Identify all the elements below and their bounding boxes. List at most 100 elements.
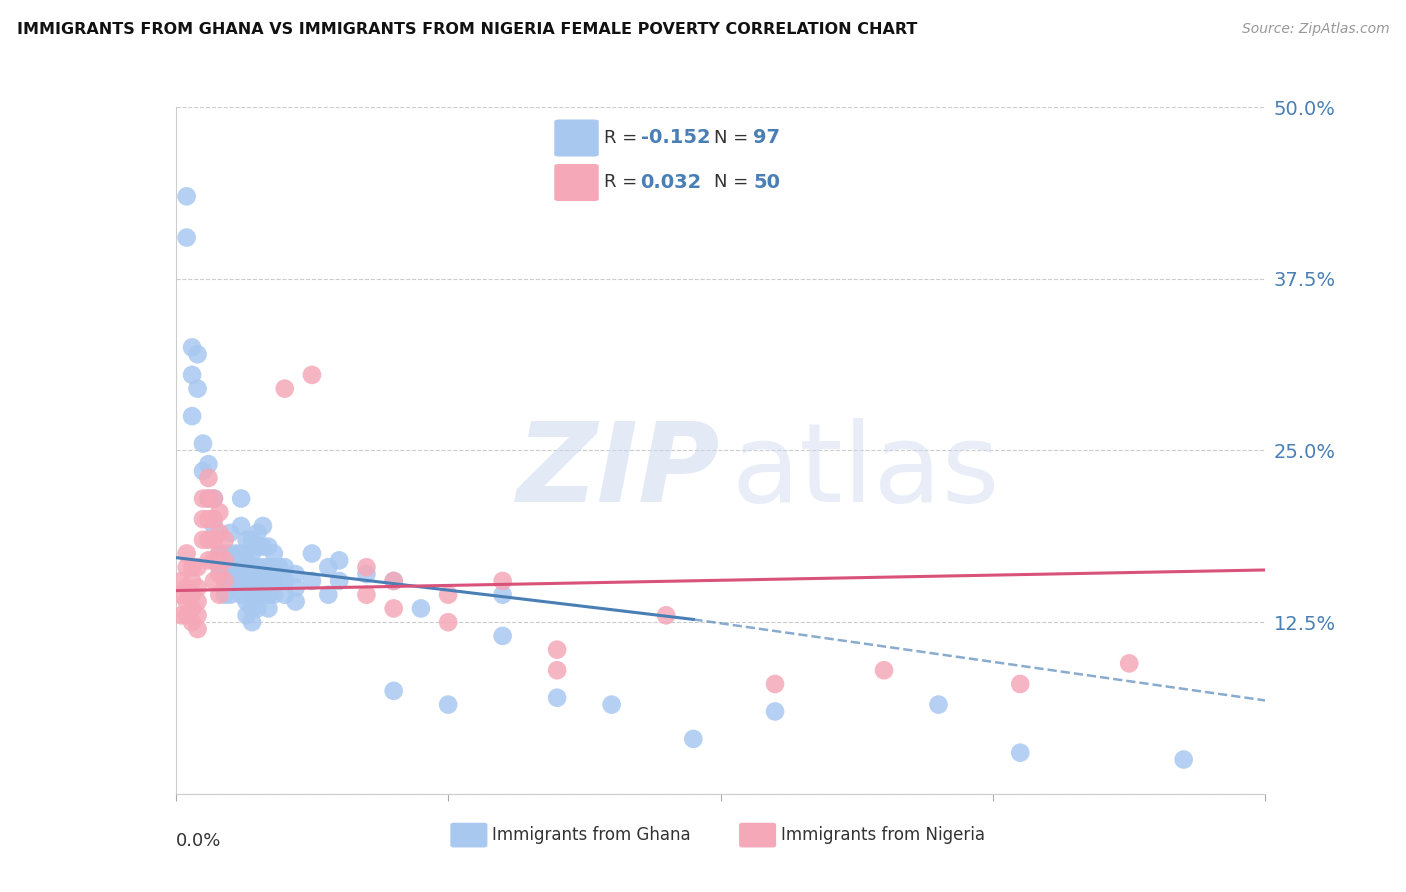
Point — [382, 683, 405, 698]
Point — [257, 574, 280, 588]
Text: IMMIGRANTS FROM GHANA VS IMMIGRANTS FROM NIGERIA FEMALE POVERTY CORRELATION CHAR: IMMIGRANTS FROM GHANA VS IMMIGRANTS FROM… — [17, 22, 917, 37]
Point — [492, 629, 515, 643]
Point — [191, 512, 214, 526]
Point — [257, 560, 280, 574]
Point — [214, 588, 236, 602]
Point — [231, 546, 253, 561]
Point — [763, 677, 786, 691]
Point — [437, 698, 460, 712]
Point — [1118, 657, 1140, 671]
Point — [284, 594, 307, 608]
Point — [240, 533, 263, 547]
Point — [252, 519, 274, 533]
Point — [328, 574, 350, 588]
Point — [181, 615, 204, 630]
Point — [235, 594, 257, 608]
Point — [225, 546, 247, 561]
Point — [263, 546, 285, 561]
Point — [170, 588, 193, 602]
Point — [252, 560, 274, 574]
Point — [240, 588, 263, 602]
Point — [202, 519, 225, 533]
Text: Immigrants from Ghana: Immigrants from Ghana — [492, 826, 690, 844]
Point — [235, 553, 257, 567]
Point — [274, 574, 297, 588]
Point — [208, 546, 231, 561]
Text: Immigrants from Nigeria: Immigrants from Nigeria — [780, 826, 984, 844]
Point — [191, 491, 214, 506]
Point — [191, 533, 214, 547]
Point — [318, 560, 340, 574]
Point — [181, 340, 204, 354]
Point — [546, 642, 568, 657]
Text: atlas: atlas — [731, 417, 1000, 524]
Point — [409, 601, 432, 615]
Point — [181, 560, 204, 574]
Point — [191, 436, 214, 450]
Point — [263, 588, 285, 602]
Point — [269, 574, 291, 588]
Point — [252, 540, 274, 554]
Point — [186, 560, 209, 574]
Point — [231, 560, 253, 574]
Point — [214, 553, 236, 567]
Point — [181, 588, 204, 602]
Point — [356, 588, 378, 602]
Point — [873, 663, 896, 677]
Text: Source: ZipAtlas.com: Source: ZipAtlas.com — [1241, 22, 1389, 37]
Point — [318, 588, 340, 602]
Point — [176, 189, 198, 203]
Point — [274, 560, 297, 574]
Point — [246, 525, 269, 540]
Point — [301, 368, 323, 382]
Point — [246, 560, 269, 574]
Point — [274, 382, 297, 396]
Point — [219, 560, 242, 574]
Point — [208, 588, 231, 602]
Point — [176, 594, 198, 608]
Point — [202, 491, 225, 506]
Point — [208, 567, 231, 582]
Point — [492, 588, 515, 602]
Point — [186, 382, 209, 396]
Point — [1173, 753, 1195, 767]
Point — [219, 525, 242, 540]
Point — [219, 574, 242, 588]
Point — [269, 560, 291, 574]
Point — [246, 588, 269, 602]
Point — [231, 519, 253, 533]
Point — [240, 601, 263, 615]
Point — [225, 574, 247, 588]
Point — [181, 574, 204, 588]
Point — [328, 553, 350, 567]
Point — [1010, 746, 1032, 760]
Point — [170, 574, 193, 588]
Point — [208, 525, 231, 540]
Point — [382, 601, 405, 615]
Point — [219, 588, 242, 602]
Point — [231, 574, 253, 588]
Point — [356, 567, 378, 582]
Point — [176, 546, 198, 561]
Point — [356, 560, 378, 574]
Point — [197, 491, 219, 506]
Point — [181, 368, 204, 382]
Point — [382, 574, 405, 588]
Point — [197, 553, 219, 567]
Point — [240, 560, 263, 574]
Point — [186, 347, 209, 361]
Point — [186, 608, 209, 623]
Point — [202, 491, 225, 506]
Point — [246, 574, 269, 588]
Point — [763, 705, 786, 719]
Point — [197, 491, 219, 506]
Point — [600, 698, 623, 712]
Point — [1010, 677, 1032, 691]
Point — [214, 574, 236, 588]
Point — [202, 574, 225, 588]
Point — [546, 690, 568, 705]
Point — [240, 574, 263, 588]
Point — [257, 601, 280, 615]
Point — [214, 546, 236, 561]
Point — [197, 512, 219, 526]
